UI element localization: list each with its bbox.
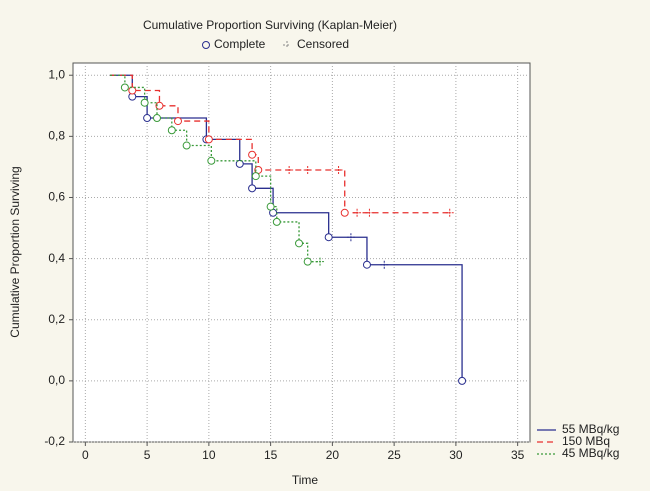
complete-marker	[155, 101, 164, 110]
censored-marker	[303, 165, 312, 174]
complete-marker	[182, 141, 191, 150]
complete-marker	[204, 135, 213, 144]
censored-marker	[316, 257, 325, 266]
complete-marker	[248, 150, 257, 159]
y-tick-label: 0,2	[48, 312, 65, 326]
complete-marker	[303, 257, 312, 266]
y-tick-label: 0,6	[48, 190, 65, 204]
complete-marker	[128, 86, 137, 95]
y-tick-label: 0,0	[48, 373, 65, 387]
censored-marker	[353, 208, 362, 217]
complete-marker	[295, 239, 304, 248]
complete-marker	[207, 156, 216, 165]
x-tick-label: 20	[326, 448, 340, 462]
complete-marker	[120, 83, 129, 92]
marker-legend-label: Censored	[297, 37, 349, 51]
legend-label: 45 MBq/kg	[562, 446, 619, 460]
x-tick-label: 25	[387, 448, 401, 462]
complete-marker	[143, 114, 152, 123]
complete-marker	[266, 202, 275, 211]
censored-marker	[365, 208, 374, 217]
complete-marker	[324, 233, 333, 242]
survival-line	[110, 74, 463, 381]
legend-label: 150 MBq	[562, 434, 610, 448]
complete-marker	[140, 98, 149, 107]
complete-marker	[251, 172, 260, 181]
complete-marker	[458, 376, 467, 385]
y-tick-label: -0,2	[44, 434, 65, 448]
complete-marker	[152, 114, 161, 123]
x-tick-label: 30	[449, 448, 463, 462]
y-tick-label: 0,4	[48, 251, 65, 265]
x-tick-label: 0	[82, 448, 89, 462]
complete-marker	[235, 159, 244, 168]
y-tick-label: 1,0	[48, 67, 65, 81]
y-tick-label: 0,8	[48, 129, 65, 143]
censored-marker	[285, 165, 294, 174]
y-axis-label: Cumulative Proportion Surviving	[8, 166, 22, 337]
censored-marker	[445, 208, 454, 217]
legend-label: 55 MBq/kg	[562, 422, 619, 436]
x-tick-label: 10	[202, 448, 216, 462]
x-tick-label: 5	[144, 448, 151, 462]
marker-legend-label: Complete	[214, 37, 266, 51]
x-tick-label: 15	[264, 448, 278, 462]
complete-marker	[173, 117, 182, 126]
complete-marker	[272, 217, 281, 226]
plot-area	[72, 62, 531, 443]
censored-marker	[334, 165, 343, 174]
x-axis-label: Time	[292, 473, 319, 487]
survival-line	[110, 74, 450, 214]
chart-title: Cumulative Proportion Surviving (Kaplan-…	[143, 18, 397, 32]
complete-marker	[340, 208, 349, 217]
complete-marker	[202, 41, 210, 49]
x-tick-label: 35	[511, 448, 525, 462]
complete-marker	[167, 126, 176, 135]
censored-marker	[346, 233, 355, 242]
censored-marker	[380, 260, 389, 269]
complete-marker	[362, 260, 371, 269]
complete-marker	[248, 184, 257, 193]
